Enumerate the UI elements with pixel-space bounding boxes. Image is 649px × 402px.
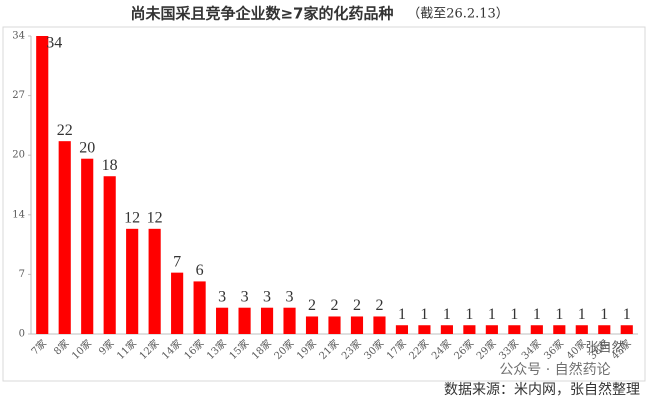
- value-label: 12: [124, 209, 140, 226]
- y-tick-label: 0: [19, 329, 25, 340]
- x-tick-label: 19家: [294, 337, 319, 362]
- value-label: 3: [286, 288, 294, 305]
- x-tick-label: 16家: [181, 337, 206, 362]
- bar: [395, 325, 409, 334]
- watermark: 公众号 · 自然药论: [499, 361, 610, 378]
- bar: [508, 325, 521, 334]
- x-tick-label: 11家: [114, 337, 139, 362]
- bar: [58, 141, 71, 334]
- bar: [216, 307, 229, 334]
- y-tick-label: 34: [12, 31, 25, 42]
- value-label: 1: [465, 306, 473, 323]
- x-tick-label: 30家: [361, 337, 386, 362]
- x-tick-label: 7家: [28, 337, 49, 358]
- bar: [148, 228, 161, 334]
- watermark-author: 张自然: [585, 340, 624, 356]
- bar: [418, 325, 431, 334]
- value-label: 12: [147, 209, 163, 226]
- x-tick-label: 15家: [226, 337, 251, 362]
- x-tick-label: 18家: [249, 337, 274, 362]
- x-tick-label: 23家: [339, 337, 364, 362]
- value-label: 1: [510, 306, 518, 323]
- bar: [350, 316, 364, 334]
- x-tick-label: 21家: [316, 337, 341, 362]
- value-label: 1: [488, 306, 496, 323]
- bar: [373, 316, 386, 334]
- value-label: 1: [533, 306, 541, 323]
- y-tick-label: 20: [12, 150, 25, 161]
- y-tick-label: 14: [12, 209, 25, 220]
- chart-subtitle: （截至26.2.13）: [407, 7, 509, 22]
- bar: [36, 36, 49, 334]
- bar: [171, 272, 184, 334]
- bar: [598, 325, 611, 334]
- value-label: 2: [331, 297, 339, 314]
- chart-title: 尚未国采且竞争企业数≥7家的化药品种: [130, 5, 393, 23]
- bar: [193, 281, 206, 334]
- x-tick-label: 8家: [51, 337, 72, 358]
- chart-frame: [2, 26, 646, 382]
- value-label: 1: [600, 306, 608, 323]
- x-tick-label: 14家: [159, 337, 184, 362]
- bar: [238, 307, 251, 334]
- x-tick-label: 9家: [96, 337, 117, 358]
- x-tick-label: 24家: [429, 337, 454, 362]
- bar: [620, 325, 633, 334]
- y-tick-label: 7: [19, 269, 25, 280]
- x-tick-label: 33家: [496, 337, 521, 362]
- value-label: 1: [578, 306, 586, 323]
- bar: [575, 325, 588, 334]
- bar: [463, 325, 476, 334]
- x-tick-label: 22家: [406, 337, 431, 362]
- bar: [103, 176, 116, 334]
- value-label: 3: [241, 288, 249, 305]
- bar: [283, 307, 296, 334]
- x-tick-label: 26家: [451, 337, 476, 362]
- value-label: 1: [420, 306, 428, 323]
- value-label: 6: [196, 262, 204, 279]
- value-label: 7: [173, 253, 181, 270]
- value-label: 3: [218, 288, 226, 305]
- value-label: 2: [308, 297, 316, 314]
- source-note: 数据来源：米内网，张自然整理: [444, 381, 640, 398]
- bar: [260, 307, 274, 334]
- bar: [553, 325, 566, 334]
- value-label: 20: [79, 139, 95, 156]
- value-label: 1: [555, 306, 563, 323]
- bar: [126, 228, 139, 334]
- bar: [530, 325, 543, 334]
- value-label: 2: [375, 297, 383, 314]
- x-tick-label: 29家: [473, 337, 498, 362]
- x-tick-label: 17家: [384, 337, 409, 362]
- x-tick-label: 12家: [136, 337, 161, 362]
- value-label: 22: [57, 122, 73, 139]
- x-tick-label: 10家: [69, 337, 94, 362]
- value-label: 2: [353, 297, 361, 314]
- bar: [328, 316, 341, 334]
- value-label: 34: [46, 35, 62, 52]
- value-label: 18: [102, 157, 118, 174]
- value-label: 3: [263, 288, 271, 305]
- x-tick-label: 20家: [271, 337, 296, 362]
- x-tick-label: 13家: [204, 337, 229, 362]
- x-tick-label: 36家: [541, 337, 566, 362]
- x-tick-label: 34家: [518, 337, 543, 362]
- bar: [81, 158, 94, 334]
- value-label: 1: [443, 306, 451, 323]
- y-tick-label: 27: [12, 90, 25, 101]
- value-label: 1: [398, 306, 406, 323]
- bar: [305, 316, 319, 334]
- bar: [485, 325, 498, 334]
- value-label: 1: [623, 306, 631, 323]
- bar: [440, 325, 453, 334]
